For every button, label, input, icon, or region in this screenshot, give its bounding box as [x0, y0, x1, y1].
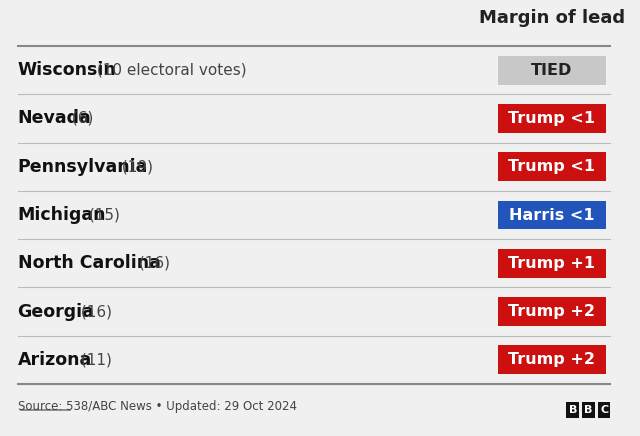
Text: Trump <1: Trump <1	[508, 159, 595, 174]
Text: Trump +2: Trump +2	[508, 352, 595, 368]
Text: (16): (16)	[76, 304, 112, 319]
Text: Harris <1: Harris <1	[509, 208, 595, 222]
Text: (19): (19)	[117, 159, 153, 174]
Text: Arizona: Arizona	[17, 351, 92, 369]
Text: Nevada: Nevada	[17, 109, 92, 127]
Text: Wisconsin: Wisconsin	[17, 61, 116, 79]
Text: Margin of lead: Margin of lead	[479, 9, 625, 27]
FancyBboxPatch shape	[498, 345, 605, 375]
Text: North Carolina: North Carolina	[17, 254, 161, 272]
Text: Source: 538/ABC News • Updated: 29 Oct 2024: Source: 538/ABC News • Updated: 29 Oct 2…	[17, 399, 296, 412]
Text: B: B	[568, 405, 577, 415]
FancyBboxPatch shape	[498, 152, 605, 181]
Text: (16): (16)	[134, 256, 170, 271]
Text: Trump +2: Trump +2	[508, 304, 595, 319]
FancyBboxPatch shape	[566, 402, 579, 418]
Text: Trump <1: Trump <1	[508, 111, 595, 126]
FancyBboxPatch shape	[498, 56, 605, 85]
Text: Michigan: Michigan	[17, 206, 106, 224]
FancyBboxPatch shape	[598, 402, 611, 418]
FancyBboxPatch shape	[498, 249, 605, 278]
Text: B: B	[584, 405, 593, 415]
FancyBboxPatch shape	[498, 104, 605, 133]
Text: (11): (11)	[76, 352, 111, 368]
Text: (15): (15)	[84, 208, 120, 222]
Text: (6): (6)	[67, 111, 94, 126]
Text: (10 electoral votes): (10 electoral votes)	[92, 63, 247, 78]
Text: TIED: TIED	[531, 63, 573, 78]
Text: C: C	[600, 405, 608, 415]
FancyBboxPatch shape	[582, 402, 595, 418]
Text: Georgia: Georgia	[17, 303, 95, 320]
FancyBboxPatch shape	[498, 297, 605, 326]
FancyBboxPatch shape	[498, 201, 605, 229]
Text: Pennsylvania: Pennsylvania	[17, 158, 148, 176]
Text: Trump +1: Trump +1	[508, 256, 595, 271]
